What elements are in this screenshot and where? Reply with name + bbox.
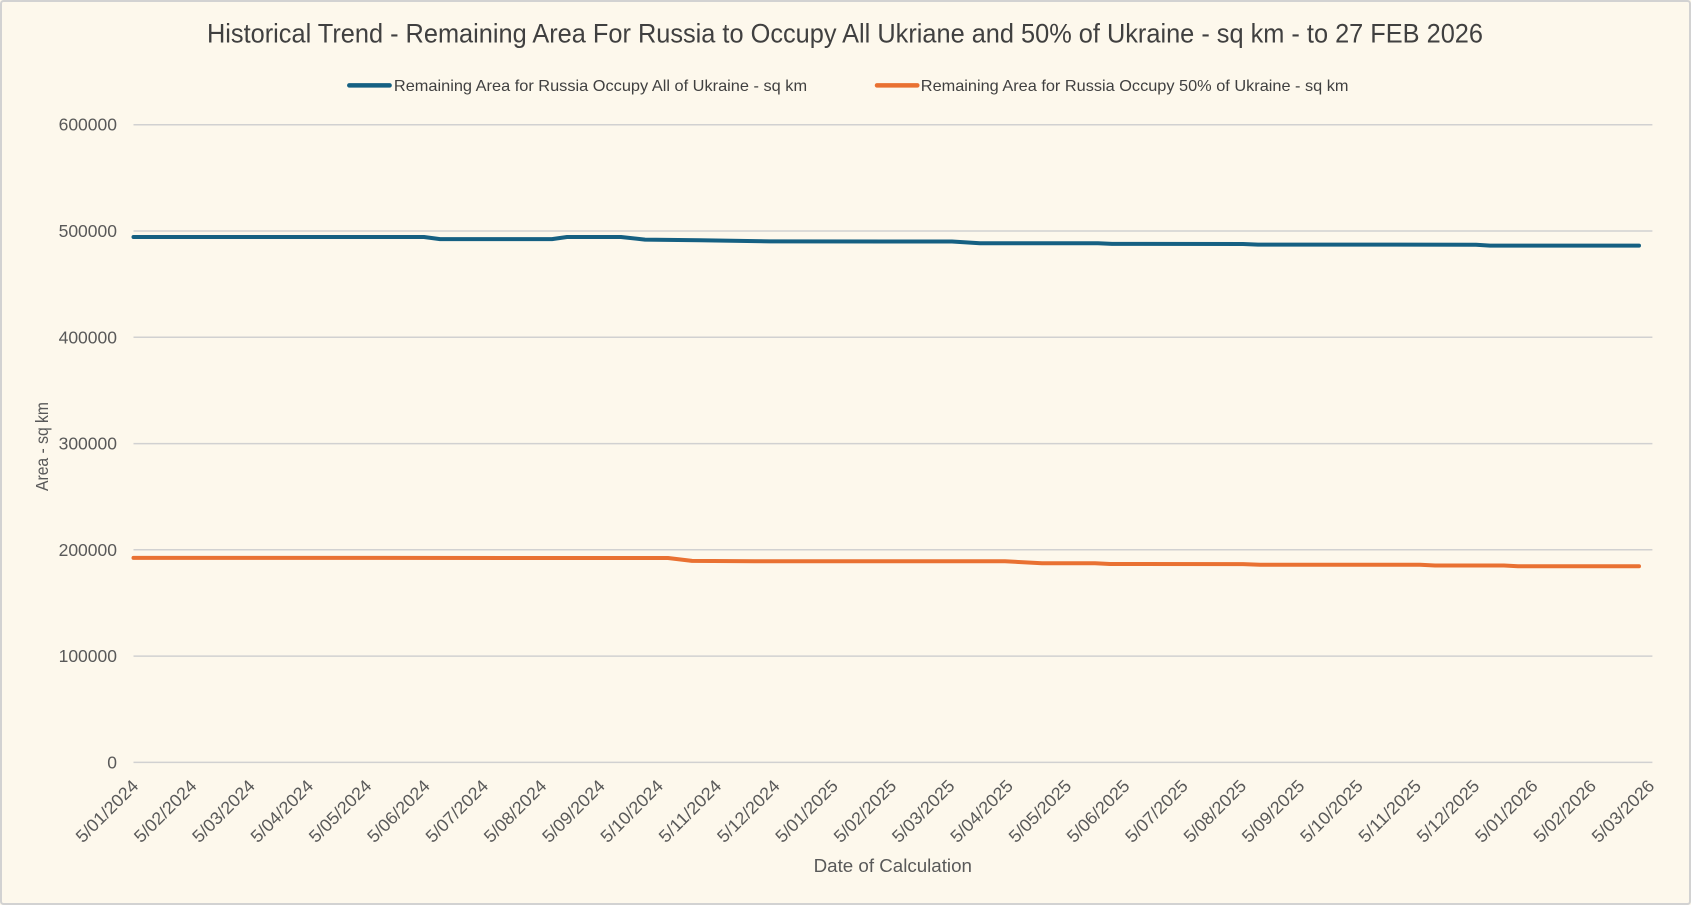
- svg-text:200000: 200000: [59, 540, 118, 560]
- svg-text:600000: 600000: [59, 115, 118, 135]
- svg-text:Remaining Area for Russia Occu: Remaining Area for Russia Occupy All of …: [394, 78, 807, 95]
- svg-text:Date of Calculation: Date of Calculation: [814, 856, 972, 876]
- svg-text:Remaining Area for Russia Occu: Remaining Area for Russia Occupy 50% of …: [921, 78, 1349, 95]
- svg-text:500000: 500000: [59, 221, 118, 241]
- svg-text:300000: 300000: [59, 434, 118, 454]
- svg-text:Historical Trend - Remaining A: Historical Trend - Remaining Area For Ru…: [207, 19, 1483, 49]
- svg-text:0: 0: [107, 752, 117, 772]
- svg-text:Area - sq km: Area - sq km: [32, 402, 52, 491]
- svg-text:100000: 100000: [59, 646, 118, 666]
- svg-text:400000: 400000: [59, 327, 118, 347]
